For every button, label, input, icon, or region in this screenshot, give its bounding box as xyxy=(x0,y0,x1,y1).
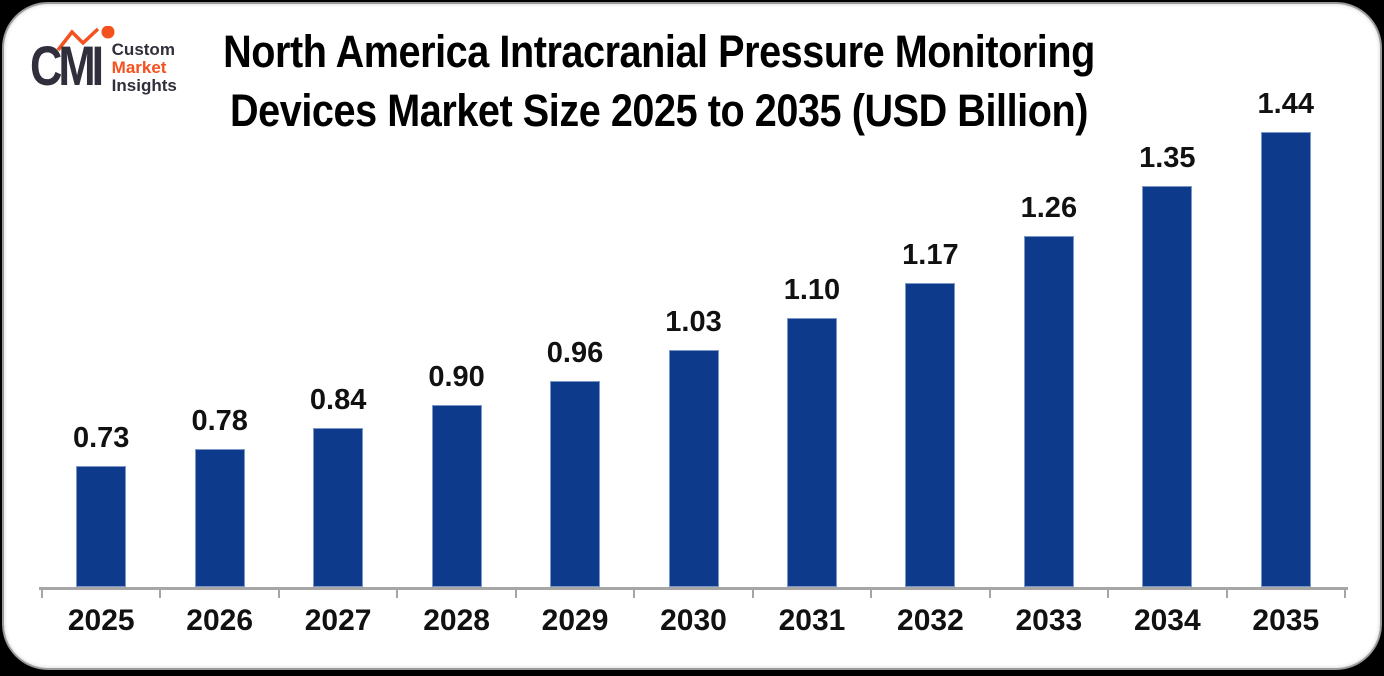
bar-2035 xyxy=(1260,132,1311,587)
bar-2025 xyxy=(76,466,127,587)
logo-word-market: Market xyxy=(111,58,167,77)
chart-title: North America Intracranial Pressure Moni… xyxy=(215,22,1104,140)
logo-word-custom: Custom xyxy=(111,40,175,59)
bar-2031 xyxy=(786,318,837,587)
x-axis-label: 2035 xyxy=(1252,604,1320,637)
logo-word-insights: Insights xyxy=(111,76,177,95)
x-axis-tick xyxy=(1225,589,1228,598)
bar-value-label: 1.26 xyxy=(1020,192,1078,224)
bar-value-label: 1.10 xyxy=(783,274,841,306)
x-axis-tick xyxy=(41,589,43,598)
logo-zigzag-icon xyxy=(56,26,115,52)
x-axis-tick xyxy=(870,589,873,598)
x-axis-tick xyxy=(1107,589,1110,598)
bar-value-label: 0.78 xyxy=(191,405,248,437)
x-axis-label: 2033 xyxy=(1015,604,1083,637)
bar-value-label: 1.03 xyxy=(665,306,722,338)
bar-value-label: 1.17 xyxy=(902,239,959,271)
x-axis-label: 2029 xyxy=(541,604,609,637)
chart-title-line-2: Devices Market Size 2025 to 2035 (USD Bi… xyxy=(230,85,1088,136)
x-axis-tick xyxy=(396,589,399,598)
logo-wordmark: Custom Market Insights xyxy=(112,28,177,95)
bar-2026 xyxy=(194,449,245,587)
bar-2033 xyxy=(1023,236,1074,587)
x-axis-label: 2027 xyxy=(304,604,372,637)
bar-2032 xyxy=(905,283,956,587)
x-axis-line xyxy=(39,587,1348,590)
bar-chart: 0.73 2025 0.78 2026 0.84 2027 0.90 2028 0.96 2029… xyxy=(4,4,1384,676)
bar-value-label: 0.96 xyxy=(546,337,604,369)
bar-2027 xyxy=(313,428,364,587)
cmi-monogram: CMI xyxy=(30,34,104,97)
x-axis-tick xyxy=(751,589,754,598)
x-axis-tick xyxy=(159,589,162,598)
x-axis-label: 2026 xyxy=(186,604,254,637)
bar-value-label: 0.84 xyxy=(309,384,367,416)
x-axis-tick xyxy=(633,589,636,598)
bar-2030 xyxy=(668,350,719,587)
bar-2034 xyxy=(1142,186,1193,587)
bar-2029 xyxy=(550,381,601,587)
bar-value-label: 0.90 xyxy=(428,361,485,393)
bar-value-label: 1.35 xyxy=(1139,142,1196,174)
bar-value-label: 0.73 xyxy=(72,422,130,454)
x-axis-label: 2030 xyxy=(660,604,727,637)
chart-title-line-1: North America Intracranial Pressure Moni… xyxy=(223,26,1095,77)
x-axis-tick xyxy=(988,589,991,598)
x-axis-label: 2025 xyxy=(67,604,135,637)
x-axis-label: 2032 xyxy=(897,604,964,637)
bar-value-label: 1.44 xyxy=(1257,88,1314,120)
x-axis-tick xyxy=(277,589,280,598)
cmi-logo: CMI Custom Market Insights xyxy=(30,26,177,97)
cmi-monogram-wrap: CMI xyxy=(30,26,118,97)
x-axis-tick xyxy=(1344,589,1346,598)
x-axis-tick xyxy=(514,589,517,598)
x-axis-label: 2034 xyxy=(1133,604,1201,637)
x-axis-label: 2028 xyxy=(423,604,490,637)
bar-2028 xyxy=(431,405,482,587)
x-axis-label: 2031 xyxy=(778,604,846,637)
